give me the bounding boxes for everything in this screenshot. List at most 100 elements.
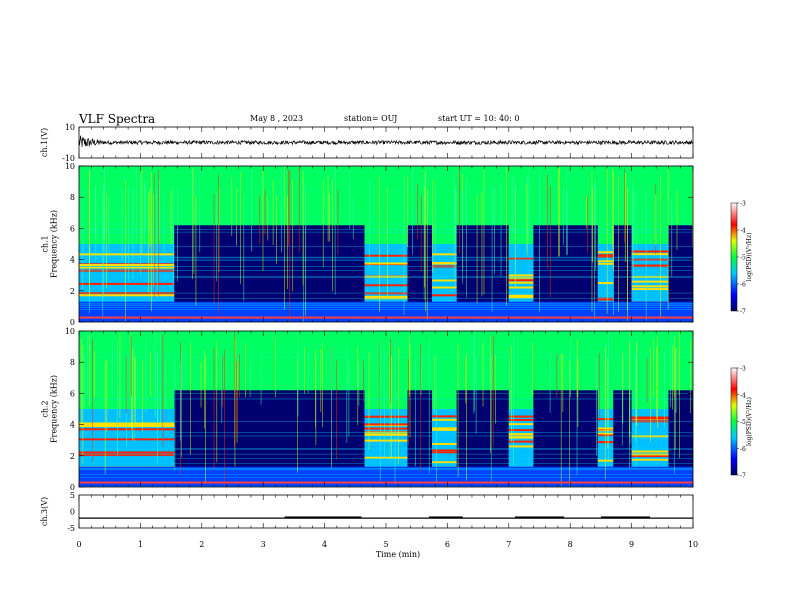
x-axis-label: Time (min) [376, 550, 420, 559]
ch2-spec-burst-line [631, 455, 669, 458]
ch2-spec-burst-line [79, 451, 175, 454]
ch2-spec-burst-line [432, 415, 457, 418]
ch2-spec-burst-line [631, 458, 669, 461]
ch1-spec-quiet-region [456, 225, 509, 304]
ch1-colorbar-tick-label: -6 [740, 282, 746, 289]
ch1-spec-burst-line [79, 294, 175, 297]
ch2-colorbar-tick-label: -6 [740, 446, 746, 453]
ch2-spec-burst-line [508, 423, 534, 426]
ch1-spec-burst-line [631, 250, 669, 253]
ch2-spec-burst-line [508, 433, 534, 436]
ch2-spec-burst-line [364, 456, 408, 459]
ch1-spec-burst-line [79, 264, 175, 267]
ch2-spec-burst-line [432, 442, 457, 445]
ch1-spec-burst-line [432, 286, 457, 289]
ch1-spec-quiet-region [613, 225, 632, 304]
ch1-colorbar-tick-label: -4 [740, 228, 746, 235]
ch1-spectrogram-panel: 0 2 4 6 8 10 ch.1Frequency (kHz) [41, 162, 694, 327]
ch3-ytick-label: 5 [70, 491, 75, 500]
ch2-spec-burst-line [508, 440, 534, 443]
ch1-spec-burst-line [432, 265, 457, 268]
ch1-colorbar-label: log(PSD)(V²/Hz) [746, 233, 753, 282]
x-tick-label: 9 [629, 540, 634, 549]
ch1-spec-burst-line [597, 259, 614, 262]
ch2-spec-ytick-label: 0 [70, 483, 75, 492]
chart-title: VLF Spectra [79, 112, 156, 126]
ch3-ytick-label: 0 [70, 508, 75, 517]
ch1-colorbar: -3 -4 -5 -6 -7 log(PSD)(V²/Hz) [730, 201, 753, 316]
ch1-spec-quiet-region [407, 225, 433, 304]
ch1-spec-burst-line [597, 262, 614, 265]
ch1-spec-burst-line [79, 282, 175, 285]
ch2-spec-burst-line [432, 427, 457, 430]
ch2-colorbar: -3 -4 -5 -6 -7 log(PSD)(V²/Hz) [730, 366, 753, 480]
ch2-spec-burst-line [432, 451, 457, 454]
ch2-spec-burst-line [432, 428, 457, 431]
ch1-ytick-label: -10 [62, 154, 75, 163]
ch1-spec-quiet-region [533, 225, 598, 304]
ch1-spec-ytick-label: 10 [65, 162, 75, 171]
ch2-spec-burst-line [631, 435, 669, 438]
ch2-spectrogram-panel: 0 2 4 6 8 10 ch.2Frequency (kHz) [41, 327, 694, 492]
ch1-spec-ylabel: ch.1Frequency (kHz) [41, 210, 59, 278]
ch2-colorbar-scale [730, 367, 738, 476]
ch1-spec-burst-line [597, 282, 614, 285]
ch2-spec-quiet-region [407, 390, 433, 469]
ch3-pulse [514, 516, 565, 519]
ch3-pulse [600, 516, 651, 519]
x-tick-label: 10 [688, 540, 698, 549]
ch2-spec-quiet-region [668, 390, 693, 469]
ch1-spec-burst-line [79, 253, 175, 256]
ch2-spec-burst-line [432, 449, 457, 452]
ch2-spec-quiet-region [456, 390, 509, 469]
ch2-colorbar-tick-label: -5 [740, 419, 746, 426]
ch2-spec-burst-line [364, 431, 408, 434]
x-tick-label: 1 [138, 540, 143, 549]
ch2-spec-burst-line [508, 445, 534, 448]
ch1-spec-burst-line [508, 286, 534, 289]
ch1-spec-burst-line [631, 288, 669, 291]
ch2-spec-burst-line [364, 434, 408, 437]
ch1-spec-burst-line [364, 254, 408, 257]
ch1-spec-burst-line [364, 262, 408, 265]
x-tick-label: 2 [199, 540, 204, 549]
ch2-spec-burst-line [432, 418, 457, 421]
ch2-spec-burst-line [364, 423, 408, 426]
x-tick-label: 6 [445, 540, 450, 549]
ch1-spec-quiet-region [668, 225, 693, 304]
ch2-spec-burst-line [508, 436, 534, 439]
ch1-spec-burst-line [364, 292, 408, 295]
ch2-spec-burst-line [79, 453, 175, 456]
ch2-spec-burst-line [364, 415, 408, 418]
ch1-spec-burst-line [631, 264, 669, 267]
ch2-colorbar-tick-label: -4 [740, 392, 746, 399]
ch3-waveform-panel: 5 0 -5 ch.3(V) [40, 491, 694, 533]
ch2-spec-burst-line [631, 450, 669, 453]
ch1-spec-burst-line [597, 254, 614, 257]
x-tick-label: 4 [322, 540, 327, 549]
ch1-spec-burst-line [508, 281, 534, 284]
ch1-spec-ytick-label: 4 [70, 256, 75, 265]
ch2-spec-burst-line [508, 429, 534, 432]
ch1-spec-burst-line [631, 253, 669, 256]
ch1-spec-burst-line [597, 297, 614, 300]
ch1-colorbar-scale [730, 202, 738, 312]
ch2-spec-burst-line [631, 416, 669, 419]
ch1-spec-ytick-label: 0 [70, 318, 75, 327]
ch3-pulse [284, 516, 362, 519]
ch2-spec-ytick-label: 10 [65, 327, 75, 336]
ch2-spec-burst-line [508, 419, 534, 422]
start-time-label: start UT = 10: 40: 0 [438, 114, 520, 123]
ch1-spec-burst-line [432, 294, 457, 297]
ch1-colorbar-tick-label: -3 [740, 201, 746, 208]
ch2-colorbar-label: log(PSD)(V²/Hz) [746, 397, 753, 446]
ch2-spec-burst-line [508, 435, 534, 438]
ch2-spec-quiet-region [533, 390, 598, 469]
ch1-waveform-panel: 10 -10 ch.1(V) [40, 123, 694, 163]
ch1-spec-burst-line [508, 257, 534, 260]
x-tick-label: 8 [568, 540, 573, 549]
ch1-colorbar-tick-label: -7 [740, 309, 746, 316]
ch1-spec-burst-line [508, 279, 534, 282]
ch1-spec-burst-line [631, 258, 669, 261]
